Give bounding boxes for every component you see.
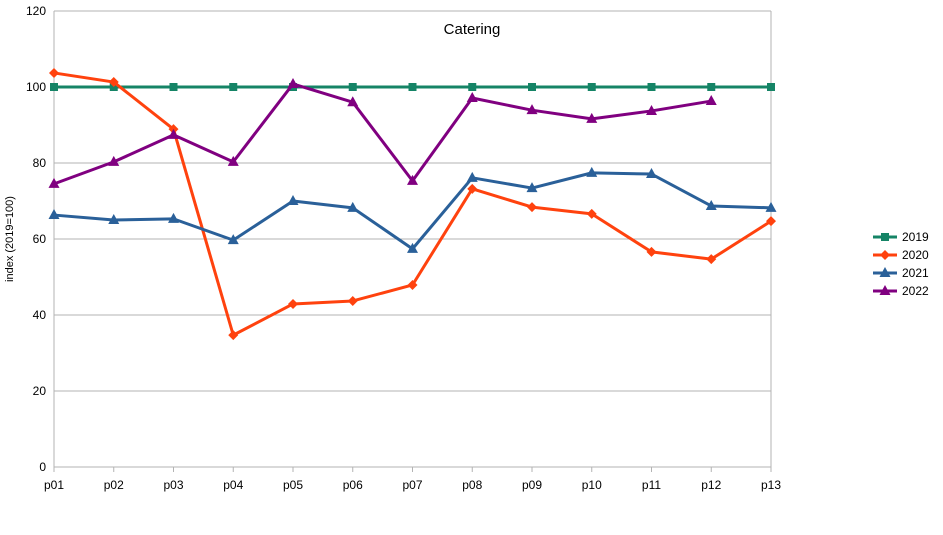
legend-label: 2022 bbox=[902, 284, 929, 298]
x-tick-label: p05 bbox=[283, 478, 303, 492]
data-point-triangle bbox=[526, 104, 538, 115]
y-tick-label: 80 bbox=[33, 156, 47, 170]
series-2019 bbox=[50, 83, 775, 91]
x-tick-label: p02 bbox=[104, 478, 124, 492]
data-point-square bbox=[707, 83, 716, 91]
data-point-triangle bbox=[586, 166, 598, 177]
legend-label: 2019 bbox=[902, 230, 929, 244]
legend-label: 2020 bbox=[902, 248, 929, 262]
x-tick-label: p13 bbox=[761, 478, 781, 492]
data-point-diamond bbox=[586, 208, 597, 219]
data-point-triangle bbox=[646, 168, 657, 179]
data-point-diamond bbox=[467, 183, 478, 194]
y-axis-label: index (2019=100) bbox=[4, 196, 16, 282]
data-point-square bbox=[647, 83, 656, 91]
data-point-triangle bbox=[48, 177, 60, 188]
legend-item-2021: 2021 bbox=[873, 266, 929, 280]
legend-label: 2021 bbox=[902, 266, 929, 280]
data-point-triangle bbox=[347, 96, 359, 107]
y-tick-label: 100 bbox=[26, 80, 46, 94]
x-tick-label: p11 bbox=[642, 478, 661, 492]
x-tick-label: p12 bbox=[701, 478, 721, 492]
x-tick-label: p04 bbox=[223, 478, 243, 492]
data-point-triangle bbox=[705, 199, 717, 210]
data-point-square bbox=[881, 233, 889, 241]
data-point-square bbox=[587, 83, 596, 91]
data-point-triangle bbox=[108, 214, 120, 224]
data-point-square bbox=[169, 83, 178, 91]
data-point-diamond bbox=[766, 216, 776, 227]
legend: 2019 2020 2021 2022 bbox=[873, 230, 929, 298]
data-point-triangle bbox=[287, 77, 299, 88]
data-point-triangle bbox=[48, 209, 60, 220]
data-point-triangle bbox=[466, 92, 478, 103]
data-point-triangle bbox=[705, 95, 717, 106]
data-point-triangle bbox=[227, 155, 239, 166]
data-point-square bbox=[767, 83, 775, 91]
data-point-triangle bbox=[879, 285, 891, 295]
data-point-diamond bbox=[407, 279, 418, 290]
y-tick-label: 40 bbox=[33, 308, 47, 322]
y-tick-labels: 0 20 40 60 80 100 120 bbox=[26, 4, 46, 474]
chart-title: Catering bbox=[444, 21, 501, 38]
data-point-diamond bbox=[288, 298, 298, 309]
data-point-triangle bbox=[347, 201, 359, 212]
series-line-2020 bbox=[53, 71, 772, 337]
data-point-triangle bbox=[407, 174, 418, 185]
x-tick-label: p07 bbox=[402, 478, 422, 492]
legend-item-2022: 2022 bbox=[873, 284, 929, 298]
data-point-square bbox=[468, 83, 477, 91]
data-point-triangle bbox=[586, 112, 598, 123]
y-tick-label: 20 bbox=[33, 384, 47, 398]
y-tick-label: 0 bbox=[39, 460, 46, 474]
series-2022 bbox=[48, 77, 717, 188]
data-point-diamond bbox=[880, 250, 890, 260]
x-tick-label: p03 bbox=[163, 478, 183, 492]
data-point-triangle bbox=[108, 155, 120, 166]
data-point-diamond bbox=[347, 295, 358, 306]
data-point-triangle bbox=[466, 171, 478, 182]
data-point-diamond bbox=[527, 202, 537, 213]
data-point-triangle bbox=[168, 212, 179, 223]
data-point-diamond bbox=[706, 254, 717, 265]
series-group bbox=[48, 67, 777, 341]
data-point-triangle bbox=[168, 128, 179, 139]
data-point-diamond bbox=[49, 67, 59, 78]
x-tick-label: p08 bbox=[462, 478, 482, 492]
data-point-triangle bbox=[879, 267, 891, 277]
data-point-square bbox=[348, 83, 357, 91]
data-point-triangle bbox=[407, 242, 418, 253]
data-point-square bbox=[229, 83, 238, 91]
data-point-diamond bbox=[646, 246, 657, 257]
data-point-square bbox=[50, 83, 58, 91]
x-tick-labels: p01 p02 p03 p04 p05 p06 p07 p08 p09 p10 p11 p12 p13 bbox=[44, 478, 781, 492]
x-tick-label: p10 bbox=[582, 478, 602, 492]
data-point-triangle bbox=[227, 234, 239, 245]
y-tick-label: 120 bbox=[26, 4, 46, 18]
data-point-triangle bbox=[646, 104, 657, 115]
data-point-square bbox=[408, 83, 417, 91]
data-point-square bbox=[528, 83, 536, 91]
series-2021 bbox=[48, 166, 777, 253]
grid-lines bbox=[53, 10, 772, 472]
legend-item-2020: 2020 bbox=[873, 248, 929, 262]
series-line-2022 bbox=[53, 82, 712, 186]
data-point-diamond bbox=[108, 77, 119, 88]
x-tick-label: p09 bbox=[522, 478, 542, 492]
legend-item-2019: 2019 bbox=[873, 230, 929, 244]
data-point-triangle bbox=[287, 195, 299, 205]
x-tick-label: p06 bbox=[343, 478, 363, 492]
x-tick-label: p01 bbox=[44, 478, 64, 492]
y-tick-label: 60 bbox=[33, 232, 47, 246]
data-point-triangle bbox=[526, 182, 538, 193]
data-point-diamond bbox=[228, 330, 239, 341]
data-point-triangle bbox=[765, 201, 777, 212]
